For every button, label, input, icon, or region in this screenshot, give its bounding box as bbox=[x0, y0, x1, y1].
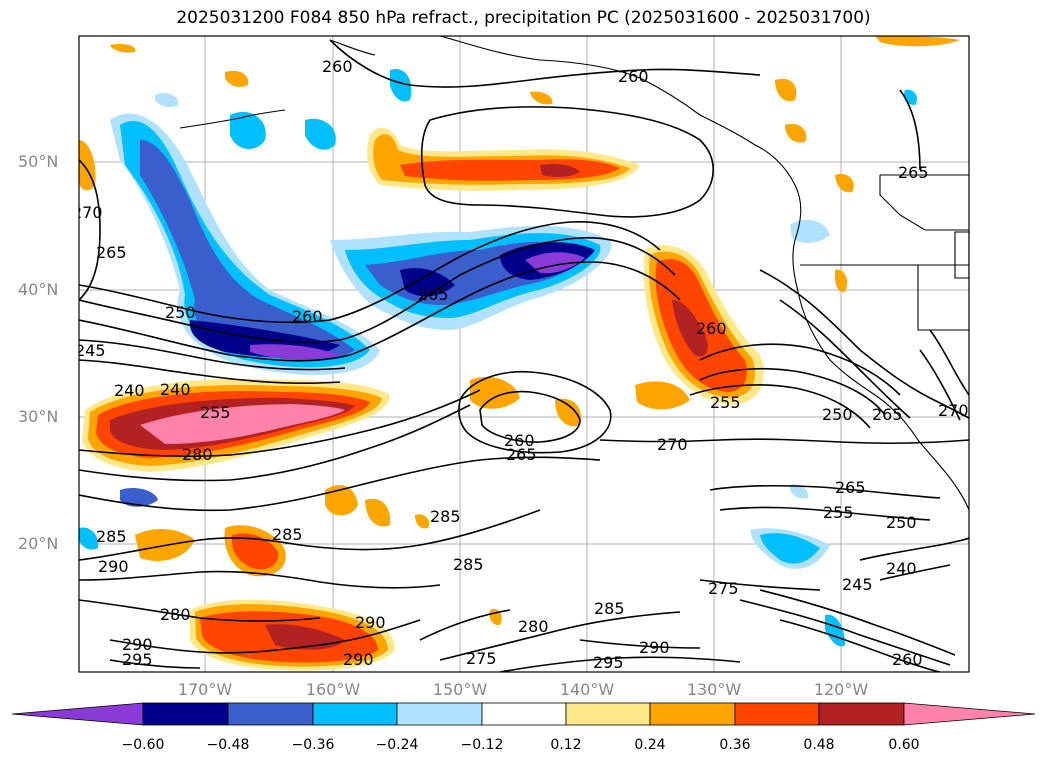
colorbar bbox=[11, 702, 1036, 726]
colorbar-tick-label: −0.48 bbox=[206, 737, 250, 753]
contour-label: 275 bbox=[466, 649, 497, 668]
contour-label: 275 bbox=[708, 579, 739, 598]
contour-label: 270 bbox=[938, 401, 969, 420]
colorbar-tick-label: 0.24 bbox=[634, 737, 666, 753]
colorbar-tick-label: −0.12 bbox=[460, 737, 504, 753]
colorbar-segment bbox=[481, 702, 567, 726]
contour-label: 265 bbox=[898, 163, 929, 182]
lon-label: 130°W bbox=[686, 680, 742, 699]
contour-label: 265 bbox=[835, 478, 866, 497]
contour-labels: 260 260 265 270 265 260 250 245 240 255 … bbox=[72, 57, 969, 672]
contour-label: 255 bbox=[200, 403, 231, 422]
contour-label: 285 bbox=[96, 527, 127, 546]
lat-label: 40°N bbox=[18, 280, 59, 299]
colorbar-segment bbox=[142, 702, 229, 726]
colorbar-extend-max bbox=[903, 702, 1036, 726]
colorbar-segment bbox=[396, 702, 483, 726]
refractivity-contours bbox=[79, 39, 969, 672]
lat-label: 20°N bbox=[18, 534, 59, 553]
colorbar-extend-min bbox=[11, 702, 144, 726]
lon-label: 120°W bbox=[813, 680, 869, 699]
contour-label: 265 bbox=[418, 285, 449, 304]
lon-label: 140°W bbox=[559, 680, 615, 699]
contour-label: 260 bbox=[322, 57, 353, 76]
contour-label: 285 bbox=[453, 555, 484, 574]
lon-label: 170°W bbox=[177, 680, 233, 699]
contour-label: 295 bbox=[593, 653, 624, 672]
contour-label: 290 bbox=[122, 635, 153, 654]
contour-label: 260 bbox=[504, 431, 535, 450]
contour-label: 280 bbox=[160, 605, 191, 624]
lat-label: 30°N bbox=[18, 407, 59, 426]
contour-label: 285 bbox=[430, 507, 461, 526]
contour-label: 265 bbox=[506, 445, 537, 464]
contour-label: 255 bbox=[710, 393, 741, 412]
contour-label: 290 bbox=[355, 613, 386, 632]
lon-label: 150°W bbox=[432, 680, 488, 699]
map-frame bbox=[78, 35, 970, 673]
contour-label: 260 bbox=[618, 67, 649, 86]
colorbar-tick-label: 0.12 bbox=[550, 737, 582, 753]
contour-label: 295 bbox=[122, 650, 153, 669]
contour-label: 240 bbox=[886, 559, 917, 578]
contour-label: 290 bbox=[343, 650, 374, 669]
gridlines bbox=[79, 36, 969, 672]
colorbar-tick-label: 0.36 bbox=[719, 737, 751, 753]
contour-label: 260 bbox=[892, 650, 923, 669]
contour-label: 240 bbox=[160, 380, 191, 399]
contour-label: 285 bbox=[272, 525, 303, 544]
coastlines bbox=[179, 36, 969, 511]
colorbar-tick-label: 0.48 bbox=[803, 737, 835, 753]
colorbar-segment bbox=[565, 702, 651, 726]
contour-label: 260 bbox=[292, 307, 323, 326]
lat-label: 50°N bbox=[18, 152, 59, 171]
contour-label: 265 bbox=[872, 405, 903, 424]
contour-label: 260 bbox=[696, 319, 727, 338]
lon-label: 160°W bbox=[305, 680, 361, 699]
contour-label: 255 bbox=[823, 503, 854, 522]
colorbar-tick-label: −0.60 bbox=[121, 737, 165, 753]
contour-label: 250 bbox=[822, 405, 853, 424]
contour-label: 285 bbox=[594, 599, 625, 618]
colorbar-segment bbox=[649, 702, 736, 726]
colorbar-tick-label: 0.60 bbox=[888, 737, 920, 753]
contour-label: 245 bbox=[75, 341, 106, 360]
contour-label: 240 bbox=[114, 381, 145, 400]
positive-anomaly-fill bbox=[79, 36, 960, 671]
colorbar-segment bbox=[818, 702, 905, 726]
contour-label: 280 bbox=[518, 617, 549, 636]
contour-label: 250 bbox=[886, 513, 917, 532]
contour-label: 270 bbox=[72, 203, 103, 222]
colorbar-segment bbox=[734, 702, 820, 726]
contour-label: 265 bbox=[96, 243, 127, 262]
contour-label: 250 bbox=[165, 303, 196, 322]
negative-anomaly-fill bbox=[79, 69, 917, 647]
contour-label: 280 bbox=[182, 445, 213, 464]
contour-label: 245 bbox=[842, 575, 873, 594]
contour-label: 270 bbox=[657, 435, 688, 454]
contour-label: 290 bbox=[98, 557, 129, 576]
colorbar-tick-label: −0.24 bbox=[375, 737, 419, 753]
colorbar-segment bbox=[227, 702, 314, 726]
colorbar-segment bbox=[312, 702, 398, 726]
map-title: 2025031200 F084 850 hPa refract., precip… bbox=[176, 8, 871, 28]
colorbar-tick-label: −0.36 bbox=[291, 737, 335, 753]
contour-label: 290 bbox=[639, 638, 670, 657]
